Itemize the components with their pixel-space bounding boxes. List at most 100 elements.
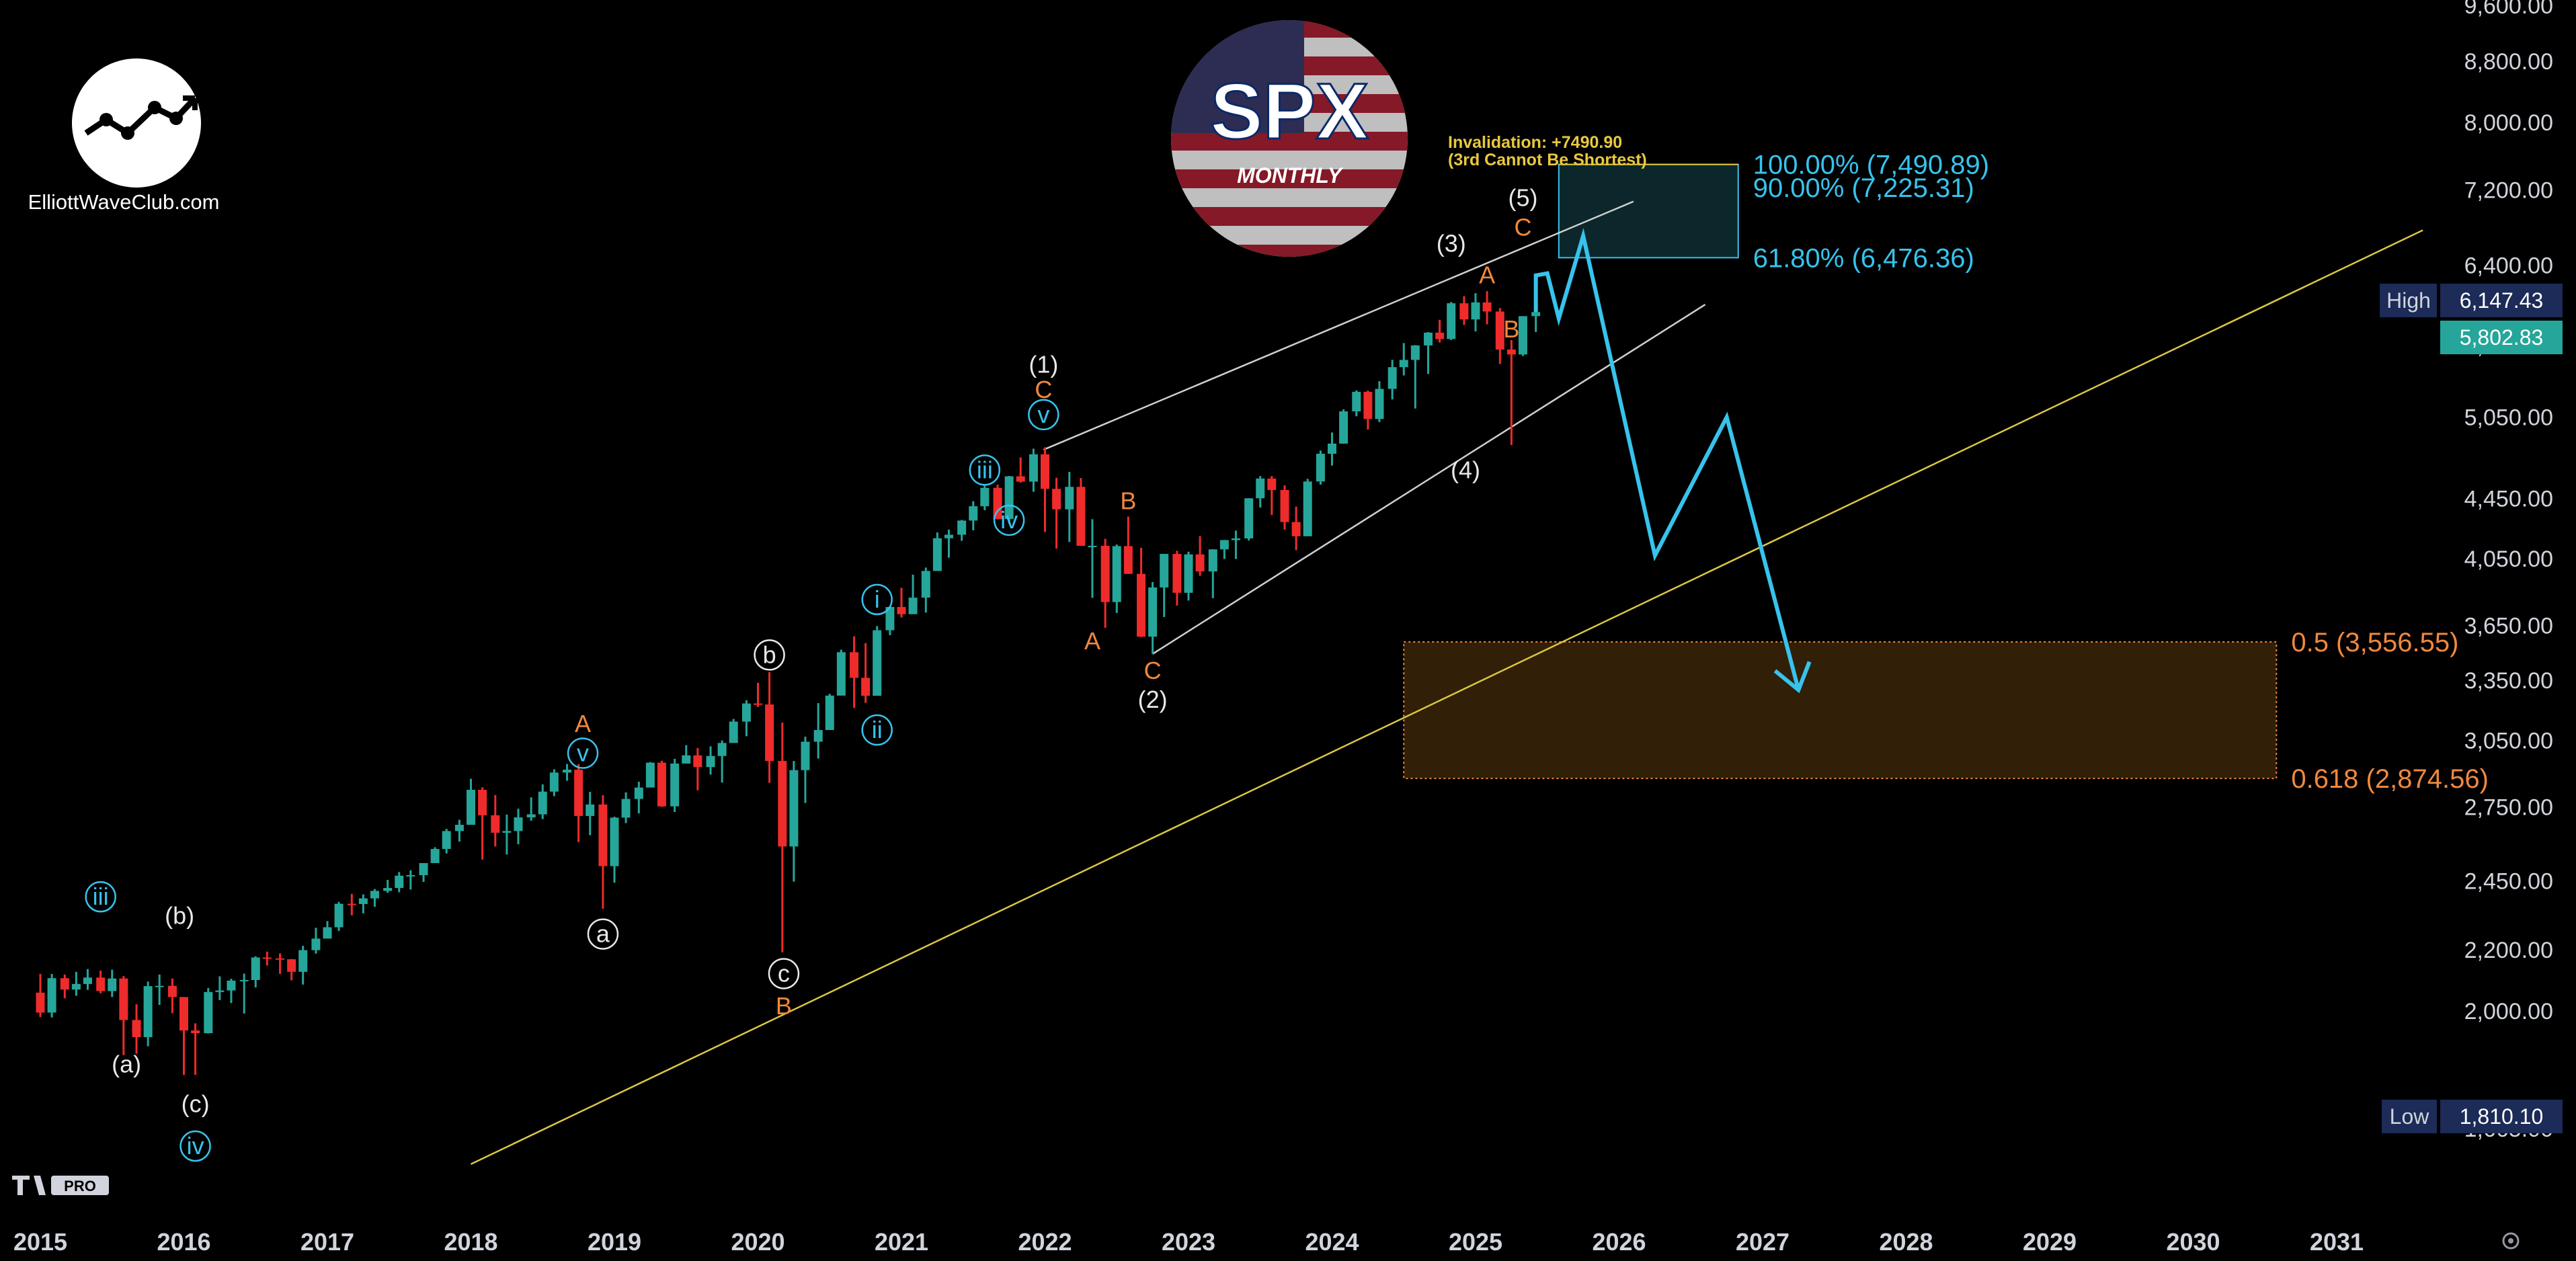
candle-body (645, 762, 655, 788)
candle-body (383, 888, 393, 891)
candle-body (155, 985, 164, 987)
candle-body (83, 977, 92, 984)
wave-label: A (575, 710, 591, 737)
candle-body (502, 831, 512, 833)
candle-body (1482, 302, 1492, 312)
candle-body (885, 606, 895, 630)
fib-level-label: 100.00% (7,490.89) (1753, 151, 1989, 180)
candle-body (1387, 367, 1397, 389)
candle-body (957, 520, 967, 535)
price-tick-label: 6,400.00 (2464, 253, 2553, 279)
tradingview-badge[interactable]: PRO (12, 1176, 109, 1195)
candle-body (358, 898, 368, 904)
low-badge: Low 1,810.10 (2382, 1100, 2563, 1133)
wave-label: v (577, 739, 589, 767)
wave-label: c (778, 959, 790, 987)
zones-layer (1403, 163, 2278, 780)
candle-body (1160, 554, 1169, 587)
wave-label-circle (861, 583, 893, 616)
wave-label: iv (187, 1132, 204, 1160)
candle-body (563, 770, 572, 773)
candle-body (969, 506, 978, 521)
us-flag-icon (1171, 20, 1408, 257)
price-tick-label: 3,050.00 (2464, 729, 2553, 754)
candle-body (526, 814, 536, 818)
candle-body (897, 606, 906, 614)
trend-dot (169, 112, 183, 125)
low-value: 1,810.10 (2460, 1104, 2544, 1129)
year-tick-label: 2029 (2023, 1228, 2077, 1256)
candle-body (108, 978, 117, 991)
wave-label: i (875, 585, 880, 613)
price-tick-label: 3,350.00 (2464, 668, 2553, 694)
candle-body (1148, 587, 1158, 637)
wedge-upper-line (1043, 200, 1634, 451)
candle-body (1352, 391, 1361, 412)
candle-body (813, 730, 823, 742)
wave-label: B (1503, 315, 1519, 343)
time-axis[interactable]: 2015 2016 2017 2018 2019 2020 2021 2022 2023 2024… (13, 1228, 2364, 1256)
wave-label: a (596, 920, 610, 948)
candle-body (1172, 554, 1182, 593)
candle-body (119, 978, 128, 1020)
pro-badge-text: PRO (64, 1178, 96, 1194)
candle-body (1316, 454, 1325, 482)
candle-body (1291, 522, 1301, 536)
projection-layer (1533, 228, 1812, 694)
wave-label: b (763, 641, 776, 668)
candle-body (1339, 411, 1349, 444)
wave-label: B (776, 992, 792, 1020)
candle-body (657, 762, 666, 807)
price-tick-label: 4,050.00 (2464, 546, 2553, 572)
price-tick-label: 5,050.00 (2464, 405, 2553, 431)
year-tick-label: 2015 (13, 1228, 67, 1256)
price-tick-label: 2,200.00 (2464, 938, 2553, 963)
brand-logo[interactable]: ElliottWaveClub.com (28, 58, 220, 214)
ticker-timeframe: MONTHLY (1237, 163, 1343, 188)
candle-body (1280, 489, 1289, 522)
trend-dot (99, 113, 113, 126)
price-tick-label: 8,000.00 (2464, 110, 2553, 136)
candle-body (311, 938, 321, 950)
year-tick-label: 2024 (1305, 1228, 1359, 1256)
candle-body (850, 652, 859, 678)
wave-label: (c) (182, 1090, 210, 1117)
candle-body (406, 874, 415, 877)
year-tick-label: 2025 (1449, 1228, 1502, 1256)
wave-label: (5) (1508, 184, 1537, 211)
candle-body (47, 978, 56, 1013)
candle-body (1219, 540, 1229, 550)
candle-body (478, 789, 487, 815)
candle-body (682, 755, 691, 764)
candle-body (1052, 489, 1061, 510)
candle-body (287, 959, 296, 972)
settings-gear-icon[interactable] (2502, 1232, 2520, 1250)
candle-body (1231, 538, 1240, 540)
candle-body (789, 770, 799, 847)
ticker-symbol: SPX (1210, 67, 1369, 156)
support-zone (1403, 641, 2278, 780)
candle-body (1004, 476, 1014, 520)
year-tick-label: 2021 (875, 1228, 928, 1256)
wave-label: v (1037, 401, 1049, 428)
candle-body (1424, 332, 1433, 345)
candle-body (239, 979, 249, 981)
candle-body (442, 831, 451, 850)
candle-body (1399, 360, 1408, 368)
wave-label: iv (1000, 506, 1018, 534)
candle-body (1518, 316, 1527, 355)
year-tick-label: 2019 (588, 1228, 641, 1256)
candle-body (1410, 345, 1420, 360)
wave-label-circle (1028, 399, 1059, 431)
candle-body (921, 571, 930, 598)
candle-body (729, 721, 738, 743)
price-tick-label: 2,450.00 (2464, 868, 2553, 894)
candle-body (276, 958, 285, 960)
wave-label-circle (567, 737, 599, 769)
projection-path (1533, 228, 1801, 691)
candle-body (765, 704, 774, 762)
candle-body (1244, 498, 1254, 538)
candles-layer (36, 291, 1541, 1075)
candle-body (215, 990, 225, 992)
